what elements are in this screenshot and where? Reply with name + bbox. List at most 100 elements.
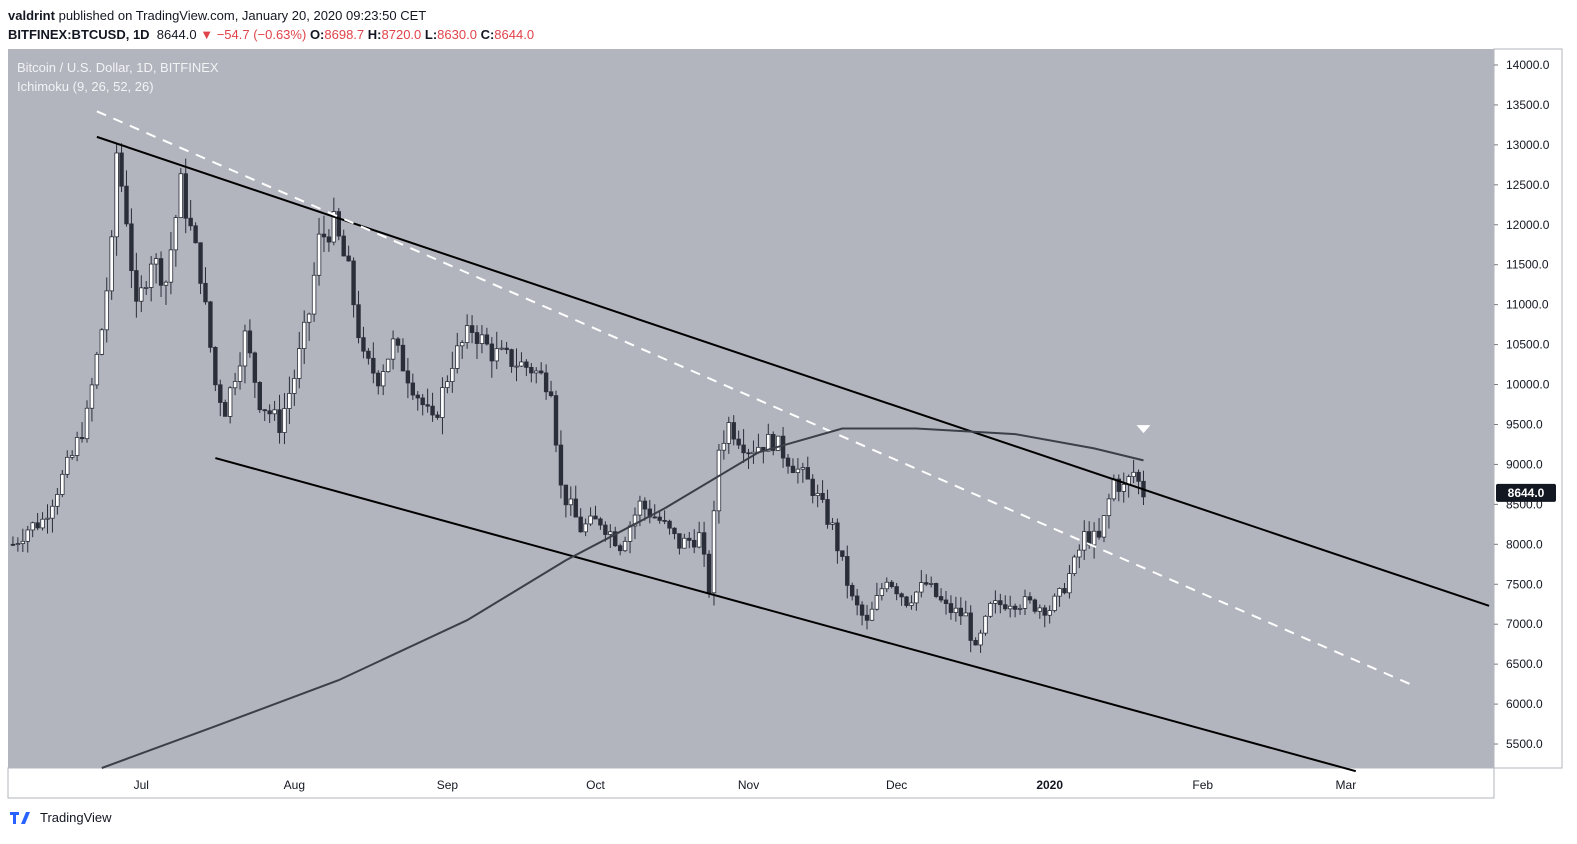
trendline-upper	[96, 135, 1490, 607]
candle-body	[1082, 531, 1087, 551]
candle-body	[864, 614, 870, 621]
candle-body	[390, 338, 396, 360]
candle-body	[1116, 478, 1121, 492]
candle-body	[168, 249, 174, 283]
price-axis[interactable]	[1493, 48, 1563, 769]
price-tag-label: 8644.0	[1508, 486, 1545, 500]
candle-body	[474, 332, 480, 344]
candle-body	[74, 437, 80, 456]
x-tick-label: Sep	[437, 778, 459, 792]
candle-body	[267, 410, 272, 415]
candle-body	[50, 505, 55, 519]
candle-body	[139, 287, 144, 302]
candle-body	[1017, 608, 1023, 610]
candle-body	[10, 543, 16, 546]
candle-body	[282, 408, 287, 433]
candle-body	[99, 329, 105, 355]
candle-body	[741, 444, 746, 454]
candle-body	[1032, 599, 1038, 612]
candle-body	[321, 233, 327, 238]
candle-body	[919, 582, 924, 593]
candle-body	[450, 368, 455, 383]
candle-body	[696, 532, 702, 548]
candle-body	[173, 217, 179, 251]
price-tag-box	[1496, 483, 1556, 502]
candle-body	[652, 516, 657, 519]
candle-body	[376, 372, 381, 387]
candle-body	[1096, 530, 1102, 538]
candle-body	[198, 242, 203, 284]
candle-body	[1131, 471, 1136, 478]
moving-average-line	[101, 427, 1144, 769]
candle-body	[20, 540, 26, 545]
open-value: 8698.7	[324, 27, 365, 42]
candle-body	[420, 397, 425, 406]
candle-body	[65, 456, 70, 475]
price-change: −54.7 (−0.63%)	[216, 27, 307, 42]
candle-body	[163, 281, 169, 286]
y-tick-label: 7000.0	[1506, 617, 1543, 631]
x-tick-label: Feb	[1192, 778, 1213, 792]
author-name[interactable]: valdrint	[8, 8, 55, 23]
marker-layer	[1136, 425, 1151, 434]
candle-body	[425, 404, 430, 407]
candle-body	[909, 602, 914, 606]
candle-body	[534, 370, 539, 374]
brand-name[interactable]: TradingView	[40, 809, 112, 825]
candle-body	[687, 537, 692, 541]
candle-body	[227, 387, 233, 417]
candle-body	[953, 607, 959, 613]
x-ticks: Jul Aug Sep Oct Nov Dec 2020 Feb Mar	[134, 778, 1357, 792]
candle-body	[1057, 588, 1062, 597]
candle-body	[464, 325, 470, 343]
publish-info: valdrint published on TradingView.com, J…	[8, 6, 534, 25]
candle-body	[573, 498, 578, 518]
y-tick-label: 7500.0	[1506, 577, 1543, 591]
candle-body	[780, 435, 786, 459]
candle-body	[385, 358, 391, 373]
y-tick-label: 11500.0	[1506, 258, 1549, 272]
indicator-label[interactable]: Ichimoku (9, 26, 52, 26)	[17, 79, 154, 94]
candle-body	[1062, 588, 1067, 594]
candle-body	[677, 533, 682, 549]
candle-body	[914, 591, 919, 604]
candle-body	[578, 516, 583, 533]
candle-body	[706, 553, 712, 594]
symbol-label: BITFINEX:BTCUSD, 1D	[8, 27, 150, 42]
candle-body	[632, 514, 638, 527]
candle-body	[1101, 515, 1107, 538]
candle-body	[1077, 549, 1082, 558]
candle-body	[213, 346, 218, 386]
candle-body	[366, 350, 371, 359]
candle-body	[208, 301, 213, 348]
candle-body	[815, 493, 820, 496]
candle-body	[726, 422, 731, 444]
candle-body	[701, 532, 707, 555]
time-axis[interactable]	[7, 767, 1495, 799]
candle-body	[94, 353, 100, 386]
candle-body	[361, 337, 366, 352]
candle-body	[188, 217, 193, 227]
candle-body	[889, 581, 894, 587]
candle-body	[845, 556, 850, 586]
candle-body	[306, 313, 312, 323]
candle-body	[775, 435, 781, 451]
candle-body	[884, 581, 889, 590]
candle-body	[445, 381, 450, 388]
candle-body	[69, 455, 75, 458]
x-tick-label: Jul	[134, 778, 149, 792]
x-tick-label: 2020	[1036, 778, 1063, 792]
plot-area[interactable]	[8, 49, 1494, 768]
candle-body	[1106, 498, 1112, 517]
candle-body	[948, 603, 954, 613]
y-tick-label: 10000.0	[1506, 378, 1550, 392]
candle-body	[455, 345, 460, 369]
candle-body	[302, 321, 307, 349]
candle-body	[129, 223, 134, 272]
candle-body	[84, 407, 90, 440]
candle-body	[509, 349, 514, 367]
candle-body	[148, 263, 154, 288]
candle-body	[193, 225, 198, 244]
candle-body	[232, 381, 238, 389]
